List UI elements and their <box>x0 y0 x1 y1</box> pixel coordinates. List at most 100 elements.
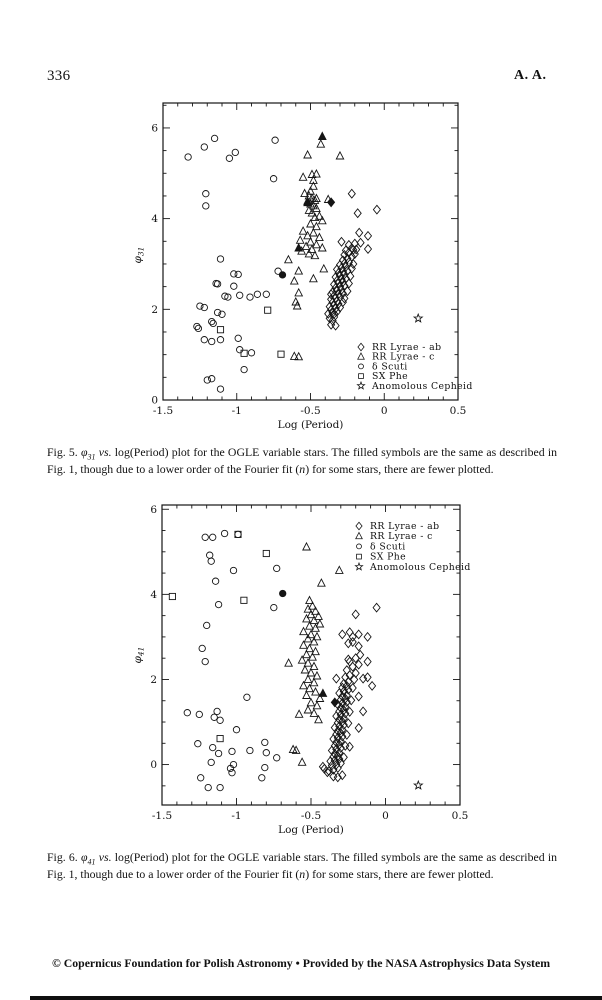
point-circle <box>228 747 236 756</box>
point-triangle <box>284 658 294 667</box>
point-circle <box>273 564 281 573</box>
point-diamond <box>354 659 363 670</box>
point-diamond <box>338 716 347 727</box>
point-diamond <box>347 188 356 199</box>
point-circle <box>236 291 244 299</box>
point-triangle <box>303 604 313 613</box>
legend-label: Anomolous Cepheid <box>371 381 473 392</box>
point-diamond <box>328 315 337 326</box>
point-triangle <box>306 218 315 228</box>
point-diamond <box>329 751 338 762</box>
point-triangle <box>303 704 313 714</box>
figure6-caption-n: n <box>299 866 306 881</box>
point-circle <box>226 764 235 773</box>
point-diamond <box>336 742 345 754</box>
point-circle <box>220 529 229 538</box>
point-triangle <box>294 709 304 718</box>
point-circle <box>262 290 270 298</box>
point-diamond <box>352 244 361 255</box>
point-triangle <box>294 242 304 252</box>
point-diamond <box>327 294 336 305</box>
point-circle <box>253 290 262 298</box>
point-circle <box>193 322 201 331</box>
point-square <box>240 349 248 357</box>
point-square <box>277 350 285 358</box>
point-diamond <box>339 752 348 763</box>
point-circle <box>202 202 210 210</box>
point-triangle <box>311 239 321 249</box>
point-triangle <box>305 595 314 605</box>
point-triangle <box>303 197 313 207</box>
point-circle <box>201 657 209 666</box>
point-triangle <box>292 300 302 310</box>
point-diamond <box>345 741 354 752</box>
point-triangle <box>308 181 318 190</box>
figure6-chart: -1.5 -1 -0.5 0 0.5 0 2 4 6 Log (Period) φ41 RR Lyra… <box>132 504 471 836</box>
point-diamond <box>342 696 351 708</box>
point-triangle <box>303 633 313 643</box>
point-triangle <box>308 273 318 283</box>
point-diamond <box>359 673 368 684</box>
point-triangle <box>302 613 311 623</box>
point-triangle <box>311 623 320 632</box>
point-triangle <box>314 232 324 242</box>
point-triangle <box>306 629 316 639</box>
figure6-caption-end: ) for some stars, there are fewer plotte… <box>305 866 494 881</box>
axis-ticks <box>162 103 459 401</box>
x-tick-label: -1.5 <box>152 810 172 822</box>
point-circle <box>184 153 192 161</box>
point-star <box>412 312 424 323</box>
point-diamond <box>341 708 350 719</box>
point-triangle <box>312 670 322 680</box>
point-circle <box>225 154 234 162</box>
point-diamond <box>363 230 373 241</box>
point-circle <box>246 746 254 755</box>
point-diamond <box>339 678 348 689</box>
point-diamond <box>338 629 347 640</box>
point-circle <box>231 148 239 157</box>
point-diamond <box>335 270 345 281</box>
point-triangle <box>283 254 293 264</box>
legend-label: Anomolous Cepheid <box>369 562 471 573</box>
point-triangle <box>314 714 323 724</box>
x-tick-label: 0 <box>381 405 388 417</box>
point-circle <box>209 319 217 328</box>
legend-circle-icon <box>358 363 364 370</box>
point-triangle <box>314 611 323 620</box>
point-circle <box>229 566 238 575</box>
point-triangle <box>289 276 299 285</box>
point-diamond <box>372 602 381 613</box>
point-diamond <box>363 631 372 642</box>
legend-label: RR Lyrae - ab <box>370 521 439 532</box>
point-circle <box>261 738 269 747</box>
point-triangle <box>298 226 308 235</box>
point-circle <box>271 136 279 144</box>
point-diamond <box>345 706 354 717</box>
point-circle <box>204 783 212 792</box>
point-square <box>168 592 176 601</box>
series-diamond <box>318 602 381 783</box>
point-circle <box>273 754 281 762</box>
figure5-chart: -1.5 -1 -0.5 0 0.5 0 2 4 6 Log (Period) φ31 RR Lyra… <box>132 102 473 431</box>
point-diamond <box>347 695 356 706</box>
point-triangle <box>309 708 319 717</box>
point-diamond <box>335 739 344 750</box>
legend-label: SX Phe <box>370 552 406 563</box>
point-circle <box>213 707 221 716</box>
point-circle <box>194 324 203 333</box>
x-tick-label: -1 <box>232 405 242 417</box>
point-triangle <box>312 631 322 641</box>
point-diamond <box>344 638 353 649</box>
point-circle <box>232 726 241 734</box>
point-circle <box>230 282 238 290</box>
point-circle <box>214 749 223 758</box>
point-circle <box>240 365 248 374</box>
legend-triangle-icon <box>355 531 363 540</box>
point-circle <box>206 551 214 559</box>
point-diamond <box>353 208 362 219</box>
point-diamond <box>333 751 342 762</box>
point-triangle <box>297 655 307 664</box>
legend-square-icon <box>356 553 362 560</box>
point-triangle <box>294 266 304 275</box>
